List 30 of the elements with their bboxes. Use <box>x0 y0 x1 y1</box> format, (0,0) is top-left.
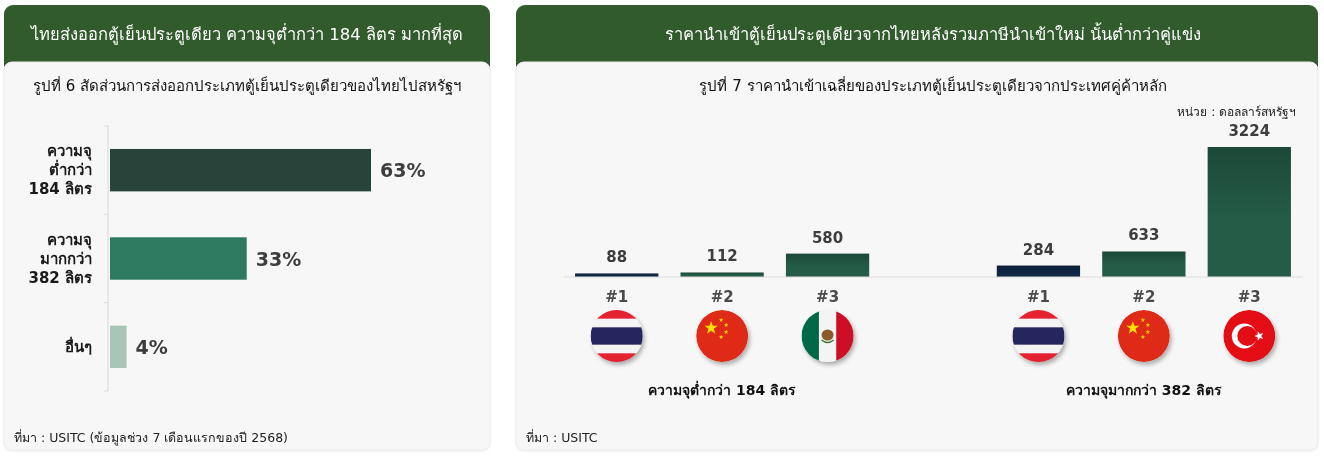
x-tick-label: #3 <box>816 288 840 306</box>
data-label: 3224 <box>1228 122 1271 140</box>
x-tick-label: #2 <box>710 288 734 306</box>
bar <box>1102 251 1186 277</box>
chart-title: ไทยส่งออกตู้เย็นประตูเดียว ความจุต่ำกว่า 184 ลิตร มากที่สุด <box>28 22 464 45</box>
text: ที่มา : USITC (ข้อมูลช่วง 7 เดือนแรกของปี 2568) <box>14 428 288 446</box>
bar <box>1207 147 1291 277</box>
y-tick-label: ความจุ มากกว่า 382 ลิตร <box>28 230 93 287</box>
x-tick-label: #3 <box>1237 288 1261 306</box>
x-tick-label: #2 <box>1132 288 1156 306</box>
chart-subtitle: รูปที่ 6 สัดส่วนการส่งออกประเภทตู้เย็นประตูเดียวของไทยไปสหรัฐฯ <box>32 75 462 95</box>
x-tick-label: #1 <box>605 288 629 306</box>
text: ที่มา : USITC <box>526 428 598 445</box>
data-label: 580 <box>811 228 844 247</box>
data-label: 112 <box>706 247 738 266</box>
data-label: 284 <box>1022 240 1055 259</box>
chart-subtitle: รูปที่ 7 ราคานำเข้าเฉลี่ยของประเภทตู้เย็นประตูเดียวจากประเทศคู่ค้าหลัก <box>699 75 1167 95</box>
x-tick-label: #1 <box>1026 288 1050 306</box>
data-label: 4% <box>135 335 168 358</box>
bar <box>785 253 870 277</box>
y-axis-title: หน่วย : ดอลลาร์สหรัฐฯ <box>1177 105 1296 119</box>
text: ความจุต่ำกว่า 184 ลิตร <box>648 380 797 399</box>
y-tick-label: อื่นๆ <box>65 335 92 356</box>
y-tick-label: ความจุ ต่ำกว่า 184 ลิตร <box>28 142 93 199</box>
data-label: 633 <box>1128 226 1160 245</box>
data-label: 63% <box>380 159 426 182</box>
chart-title: ราคานำเข้าตู้เย็นประตูเดียวจากไทยหลังรวมภาษีนำเข้าใหม่ นั้นต่ำกว่าคู่แข่ง <box>664 21 1202 45</box>
text: ความจุมากกว่า 382 ลิตร <box>1065 382 1222 399</box>
data-label: 33% <box>255 247 302 270</box>
data-label: 88 <box>606 248 628 267</box>
